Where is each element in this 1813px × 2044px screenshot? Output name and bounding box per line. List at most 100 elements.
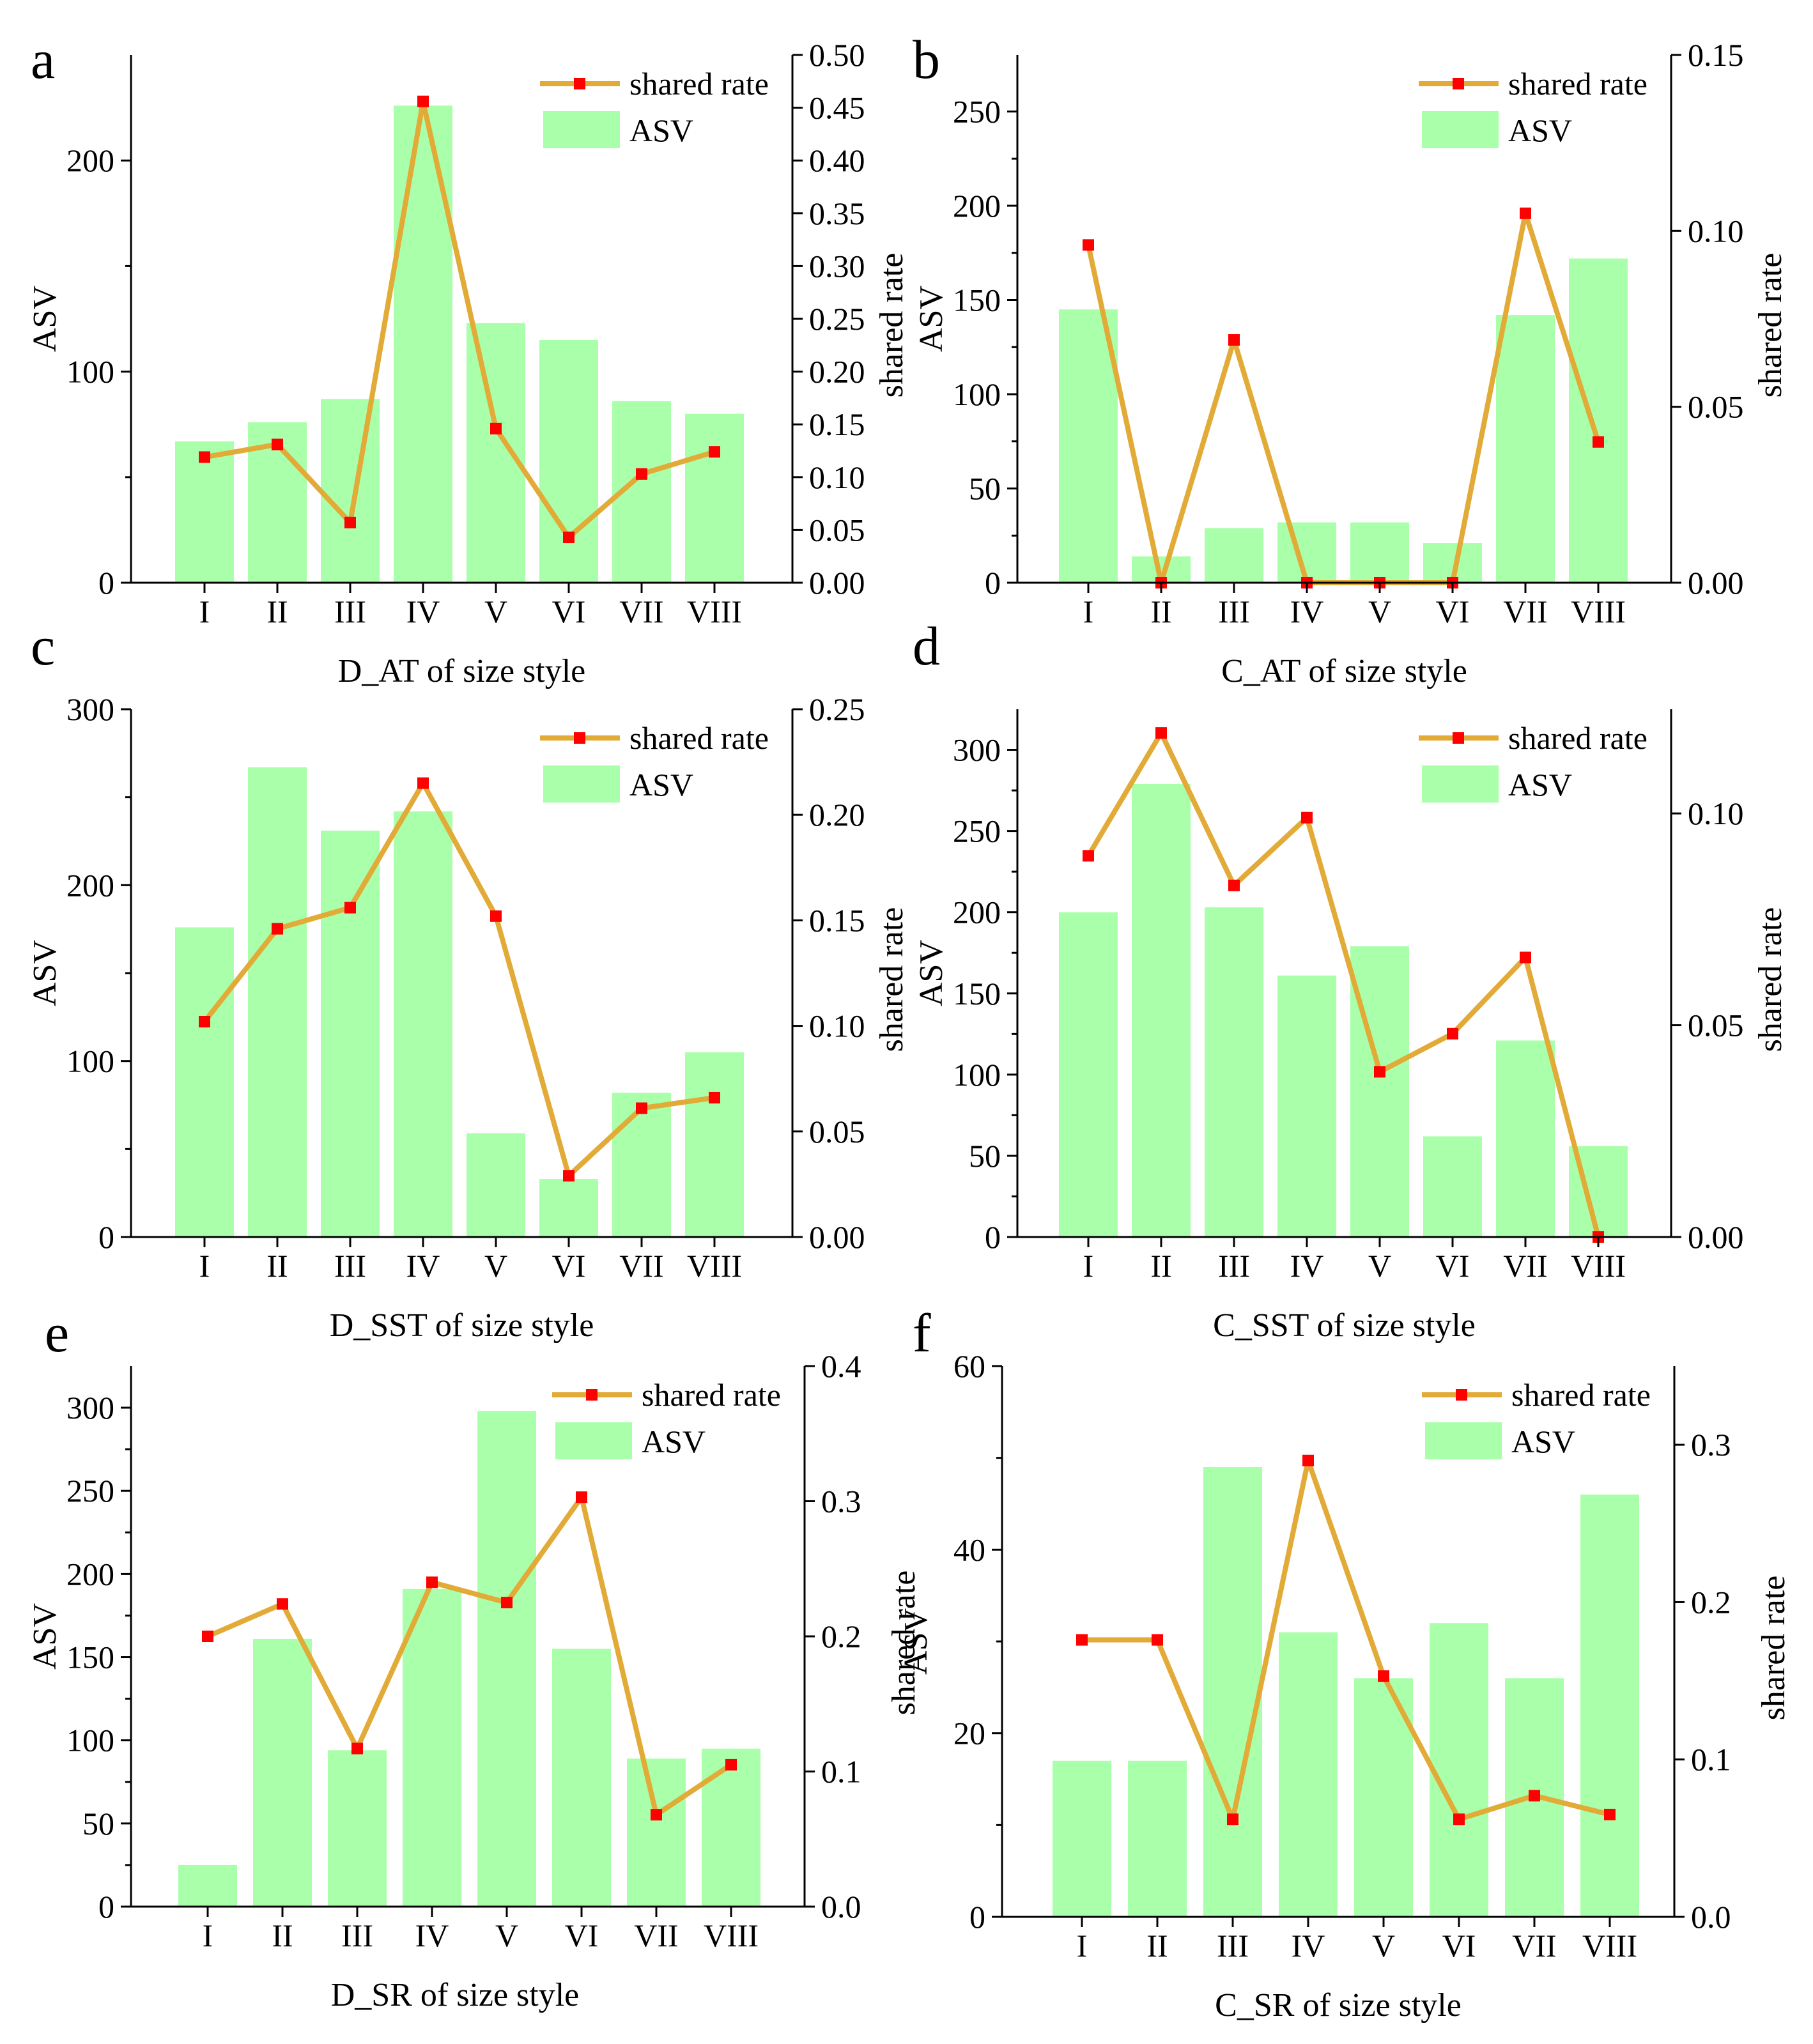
right-tick-label: 0.05 — [809, 1114, 865, 1149]
x-tick-label: VII — [619, 1248, 663, 1284]
asv-bar-III — [1203, 1467, 1262, 1917]
x-tick-label: I — [199, 1248, 210, 1284]
shared-rate-point-VII — [1520, 951, 1531, 964]
shared-rate-point-VIII — [709, 446, 720, 458]
left-tick-label: 300 — [953, 732, 1001, 768]
legend-bar-swatch — [543, 111, 620, 148]
asv-bar-III — [328, 1750, 387, 1907]
asv-bar-VI — [539, 1179, 598, 1237]
right-tick-label: 0.4 — [821, 1348, 861, 1384]
asv-bar-VIII — [702, 1748, 760, 1907]
right-tick-label: 0.50 — [809, 37, 865, 73]
left-tick-label: 300 — [66, 691, 114, 727]
legend-bar-swatch — [555, 1422, 632, 1459]
asv-bar-I — [1059, 912, 1118, 1237]
asv-bar-V — [467, 1133, 525, 1237]
asv-bar-V — [467, 323, 525, 583]
left-tick-label: 50 — [969, 471, 1001, 507]
legend-marker-swatch — [1453, 732, 1464, 744]
x-tick-label: III — [334, 594, 366, 629]
x-tick-label: VIII — [1571, 1248, 1626, 1284]
x-tick-label: V — [484, 1248, 507, 1284]
asv-bar-V — [1350, 946, 1409, 1237]
right-tick-label: 0.05 — [1688, 1008, 1744, 1043]
right-axis-title: shared rate — [874, 253, 910, 398]
shared-rate-point-III — [344, 902, 356, 914]
shared-rate-point-I — [1083, 239, 1094, 251]
right-tick-label: 0.45 — [809, 90, 865, 126]
shared-rate-point-VII — [636, 1102, 647, 1114]
x-tick-label: IV — [1292, 1928, 1325, 1963]
x-tick-label: VIII — [687, 1248, 742, 1284]
left-axis-title: ASV — [27, 286, 63, 352]
shared-rate-point-II — [1152, 1634, 1163, 1646]
right-axis-title: shared rate — [1752, 253, 1789, 398]
x-tick-label: I — [199, 594, 210, 629]
x-axis-title: C_SR of size style — [1215, 1987, 1462, 2024]
right-axis-title: shared rate — [1752, 907, 1789, 1052]
shared-rate-point-VI — [563, 1170, 575, 1182]
asv-bar-I — [175, 927, 234, 1237]
legend-asv: ASV — [629, 112, 693, 148]
shared-rate-line — [202, 780, 715, 1179]
x-tick-label: V — [495, 1917, 518, 1953]
shared-rate-point-VII — [1520, 207, 1531, 219]
left-tick-label: 150 — [66, 1640, 114, 1675]
x-axis-title: D_SST of size style — [330, 1307, 594, 1344]
legend-asv: ASV — [1511, 1424, 1575, 1459]
plot-frame — [1016, 55, 1672, 584]
asv-bar-IV — [1279, 1632, 1338, 1917]
left-tick-label: 300 — [66, 1390, 114, 1425]
x-tick-label: V — [1368, 594, 1391, 629]
left-tick-label: 200 — [66, 867, 114, 903]
asv-bar-VII — [1496, 1040, 1555, 1237]
right-tick-label: 0.25 — [809, 301, 865, 337]
legend-shared-rate: shared rate — [1511, 1377, 1651, 1413]
left-tick-label: 0 — [985, 565, 1001, 601]
shared-rate-point-II — [277, 1598, 288, 1610]
right-tick-label: 0.0 — [1691, 1899, 1731, 1935]
asv-bar-VIII — [685, 413, 744, 583]
asv-bar-I — [178, 1864, 237, 1907]
x-tick-label: II — [266, 594, 288, 629]
left-tick-label: 100 — [953, 1057, 1001, 1093]
right-tick-label: 0.3 — [821, 1484, 861, 1519]
right-tick-label: 0.10 — [809, 1008, 865, 1044]
left-tick-label: 0 — [969, 1899, 985, 1935]
asv-bar-VI — [552, 1648, 611, 1907]
asv-bar-V — [1350, 522, 1409, 583]
legend-marker-swatch — [574, 732, 585, 744]
left-axis-title: ASV — [913, 286, 950, 352]
shared-rate-point-VI — [1447, 1027, 1458, 1040]
shared-rate-point-VIII — [1604, 1808, 1616, 1820]
shared-rate-point-IV — [1301, 811, 1313, 824]
right-tick-label: 0.05 — [1688, 389, 1744, 425]
panel-letter: d — [913, 615, 940, 677]
right-tick-label: 0.00 — [809, 565, 865, 601]
asv-bar-VI — [539, 340, 598, 583]
shared-rate-point-IV — [1302, 1454, 1314, 1466]
x-axis-title: C_AT of size style — [1221, 653, 1467, 689]
legend-bar-swatch — [1425, 1422, 1502, 1459]
shared-rate-point-VIII — [709, 1091, 720, 1103]
right-tick-label: 0.1 — [1691, 1742, 1731, 1778]
x-tick-label: V — [484, 594, 507, 629]
shared-rate-point-I — [199, 451, 210, 463]
legend-marker-swatch — [1453, 78, 1464, 89]
x-tick-label: III — [1218, 1248, 1250, 1284]
x-tick-label: I — [1083, 594, 1094, 629]
x-tick-label: II — [272, 1917, 293, 1953]
shared-rate-point-VI — [1453, 1813, 1465, 1825]
right-tick-label: 0.15 — [809, 406, 865, 442]
x-tick-label: VIII — [687, 594, 742, 629]
x-tick-label: III — [334, 1248, 366, 1284]
left-tick-label: 150 — [953, 976, 1001, 1011]
asv-bar-III — [321, 830, 380, 1237]
shared-rate-point-III — [351, 1742, 363, 1755]
legend-shared-rate: shared rate — [1508, 720, 1647, 756]
shared-rate-point-IV — [426, 1576, 438, 1588]
legend-shared-rate: shared rate — [642, 1377, 781, 1413]
shared-rate-point-VII — [651, 1809, 662, 1821]
asv-bar-I — [1059, 309, 1118, 583]
